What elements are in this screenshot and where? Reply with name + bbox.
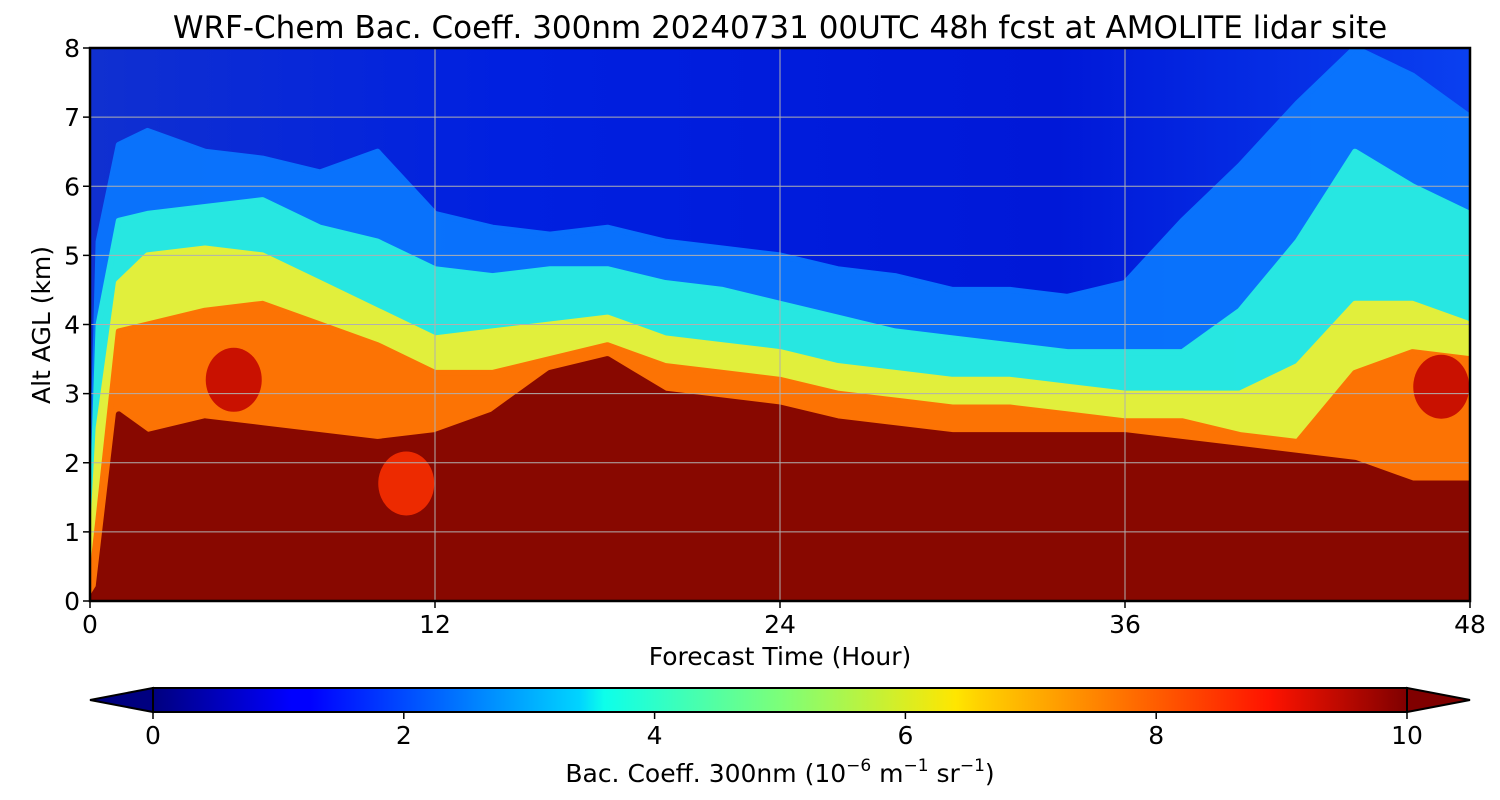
colorbar: 0 2 4 6 8 10 Bac. Coeff. 300nm (10−6 m−1 sr−1… [89,686,1471,788]
colorbar-ticks: 0 2 4 6 8 10 [145,712,1423,750]
x-tick-label: 36 [1109,610,1141,639]
local-maximum-0 [205,347,262,412]
x-axis-ticks: 0 12 24 36 48 [82,601,1486,639]
colorbar-tick-label: 2 [396,721,412,750]
local-maxima [205,347,1470,516]
colorbar-label-exp2: −1 [904,756,929,776]
colorbar-extend-high [1406,686,1471,714]
x-axis-label: Forecast Time (Hour) [649,642,912,671]
colorbar-label-exp1: −6 [846,756,871,776]
x-tick-label: 0 [82,610,98,639]
colorbar-tick-label: 10 [1391,721,1423,750]
x-tick-label: 24 [764,610,796,639]
colorbar-gradient [153,688,1407,712]
y-tick-label: 8 [64,34,80,63]
colorbar-label-mid2: sr [929,759,961,788]
colorbar-label-exp3: −1 [960,756,985,776]
y-tick-label: 1 [64,518,80,547]
y-tick-label: 3 [64,380,80,409]
y-tick-label: 5 [64,241,80,270]
y-tick-label: 4 [64,311,80,340]
colorbar-label-mid: m [871,759,903,788]
y-axis-ticks: 0 1 2 3 4 5 6 7 8 [64,34,90,616]
colorbar-label: Bac. Coeff. 300nm (10−6 m−1 sr−1) [565,756,994,788]
local-maximum-2 [1413,354,1470,419]
y-tick-label: 7 [64,103,80,132]
y-tick-label: 6 [64,172,80,201]
colorbar-tick-label: 6 [897,721,913,750]
colorbar-extend-low [89,686,154,714]
colorbar-frame [152,687,1408,713]
colorbar-label-suffix: ) [985,759,995,788]
colorbar-tick-label: 4 [647,721,663,750]
colorbar-tick-label: 8 [1148,721,1164,750]
y-tick-label: 0 [64,587,80,616]
colorbar-label-prefix: Bac. Coeff. 300nm (10 [565,759,846,788]
y-axis-label: Alt AGL (km) [27,246,56,404]
x-tick-label: 12 [419,610,451,639]
local-maximum-1 [378,451,435,516]
chart-title: WRF-Chem Bac. Coeff. 300nm 20240731 00UT… [173,10,1387,46]
y-tick-label: 2 [64,449,80,478]
colorbar-tick-label: 0 [145,721,161,750]
x-tick-label: 48 [1454,610,1486,639]
grid-lines [90,48,1470,601]
plot-area [90,48,1470,601]
